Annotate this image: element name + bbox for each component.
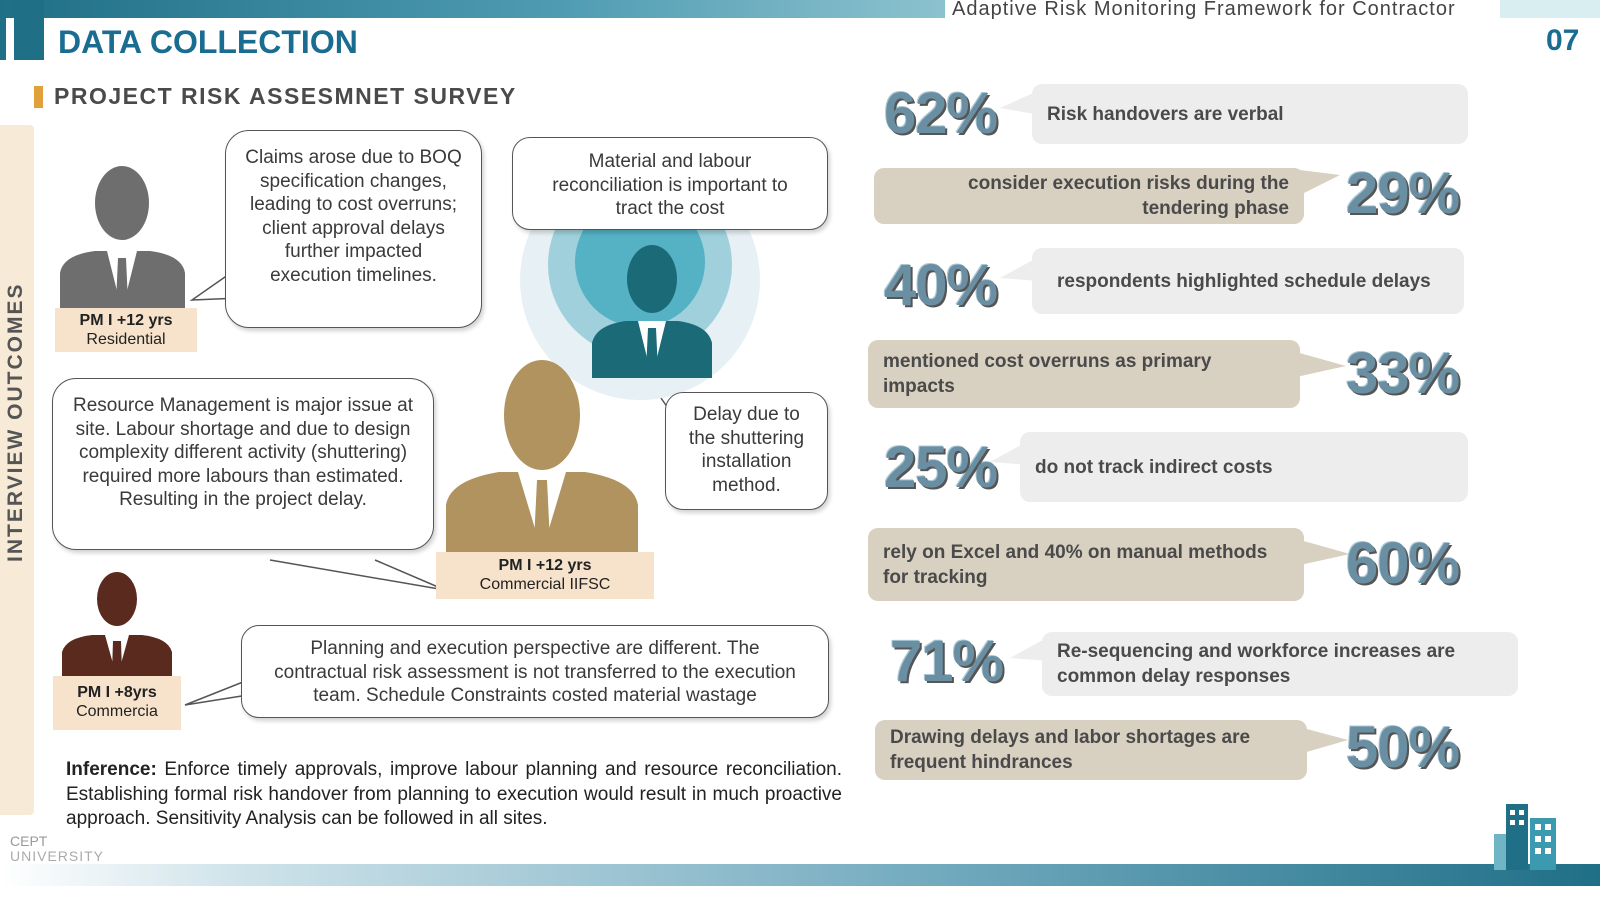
page-title: DATA COLLECTION bbox=[58, 24, 358, 60]
person-1-role: PM I +12 yrs bbox=[79, 312, 173, 329]
stat-2-box: consider execution risks during the tend… bbox=[874, 168, 1304, 224]
university-logo-line2: UNIVERSITY bbox=[10, 848, 105, 864]
header-accent-bar bbox=[0, 0, 6, 60]
stat-7-box: Re-sequencing and workforce increases ar… bbox=[1042, 632, 1518, 696]
stat-5-value: 25% bbox=[884, 435, 998, 500]
person-4-avatar bbox=[60, 572, 174, 678]
stat-3-value: 40% bbox=[884, 253, 998, 318]
stat-3-pointer bbox=[1000, 256, 1040, 281]
person-4-tag: PM I +8yrs Commercia bbox=[53, 676, 181, 730]
stat-4-value: 33% bbox=[1346, 341, 1460, 406]
stat-4-box: mentioned cost overruns as primary impac… bbox=[868, 340, 1300, 408]
quote-bubble-2: Material and labour reconciliation is im… bbox=[512, 137, 828, 230]
person-3-sector: Commercial IIFSC bbox=[479, 576, 611, 593]
inference-paragraph: Inference: Enforce timely approvals, imp… bbox=[66, 758, 842, 832]
person-3-role: PM I +12 yrs bbox=[498, 557, 592, 574]
stat-7-text: Re-sequencing and workforce increases ar… bbox=[1057, 641, 1456, 687]
person-1-tag: PM I +12 yrs Residential bbox=[55, 308, 197, 352]
subtitle-marker bbox=[34, 86, 43, 108]
stat-2-pointer bbox=[1300, 170, 1340, 195]
person-1-head bbox=[95, 166, 149, 240]
stat-6-box: rely on Excel and 40% on manual methods … bbox=[868, 528, 1304, 601]
stat-8-value: 50% bbox=[1346, 715, 1460, 780]
stat-4-pointer bbox=[1296, 352, 1346, 377]
section-subtitle: PROJECT RISK ASSESMNET SURVEY bbox=[54, 83, 517, 109]
bubble4-tail bbox=[269, 559, 446, 591]
header-accent-block bbox=[14, 0, 44, 60]
stat-3-text: respondents highlighted schedule delays bbox=[1057, 270, 1431, 292]
quote-bubble-4: Resource Management is major issue at si… bbox=[52, 378, 434, 550]
stat-3-box: respondents highlighted schedule delays bbox=[1032, 248, 1464, 314]
building-icon bbox=[1494, 804, 1556, 870]
stat-6-value: 60% bbox=[1346, 531, 1460, 596]
person-4-head bbox=[97, 572, 137, 626]
stat-6-pointer bbox=[1300, 540, 1350, 565]
stat-8-pointer bbox=[1303, 728, 1348, 753]
stat-8-box: Drawing delays and labor shortages are f… bbox=[875, 720, 1307, 780]
stat-1-box: Risk handovers are verbal bbox=[1032, 84, 1468, 144]
stat-7-pointer bbox=[1010, 636, 1050, 661]
stat-8-text: Drawing delays and labor shortages are f… bbox=[890, 727, 1251, 773]
person-3-head bbox=[504, 360, 580, 470]
stat-6-text: rely on Excel and 40% on manual methods … bbox=[883, 541, 1268, 588]
stat-4-text: mentioned cost overruns as primary impac… bbox=[883, 351, 1212, 397]
person-3-avatar bbox=[444, 360, 640, 552]
person-1-sector: Residential bbox=[86, 331, 166, 348]
stat-5-text: do not track indirect costs bbox=[1035, 456, 1273, 478]
stat-2-value: 29% bbox=[1346, 161, 1460, 226]
inference-label: Inference: bbox=[66, 759, 157, 780]
stat-1-text: Risk handovers are verbal bbox=[1047, 103, 1284, 125]
framework-title: Adaptive Risk Monitoring Framework for C… bbox=[952, 0, 1456, 20]
stat-5-box: do not track indirect costs bbox=[1020, 432, 1468, 502]
person-2-avatar bbox=[588, 243, 716, 378]
university-logo-line1: CEPT bbox=[10, 833, 48, 849]
stat-2-text: consider execution risks during the tend… bbox=[968, 173, 1289, 219]
page-number: 07 bbox=[1546, 24, 1580, 57]
quote-bubble-1: Claims arose due to BOQ specification ch… bbox=[225, 130, 482, 328]
bubble5-tail bbox=[184, 679, 249, 706]
person-3-tag: PM I +12 yrs Commercial IIFSC bbox=[436, 552, 654, 599]
person-2-head bbox=[627, 245, 677, 313]
quote-bubble-5: Planning and execution perspective are d… bbox=[241, 625, 829, 718]
header-right-band bbox=[1500, 0, 1600, 18]
inference-text: Enforce timely approvals, improve labour… bbox=[66, 759, 842, 829]
stat-1-pointer bbox=[1000, 90, 1040, 115]
person-1-avatar bbox=[55, 163, 190, 311]
side-tab bbox=[0, 125, 34, 815]
header-gap bbox=[945, 0, 1500, 18]
person-4-role: PM I +8yrs bbox=[77, 684, 157, 701]
footer-band bbox=[0, 864, 1600, 886]
stat-1-value: 62% bbox=[884, 81, 998, 146]
person-4-sector: Commercia bbox=[76, 703, 158, 720]
quote-bubble-3: Delay due to the shuttering installation… bbox=[665, 392, 828, 510]
stat-7-value: 71% bbox=[890, 629, 1004, 694]
